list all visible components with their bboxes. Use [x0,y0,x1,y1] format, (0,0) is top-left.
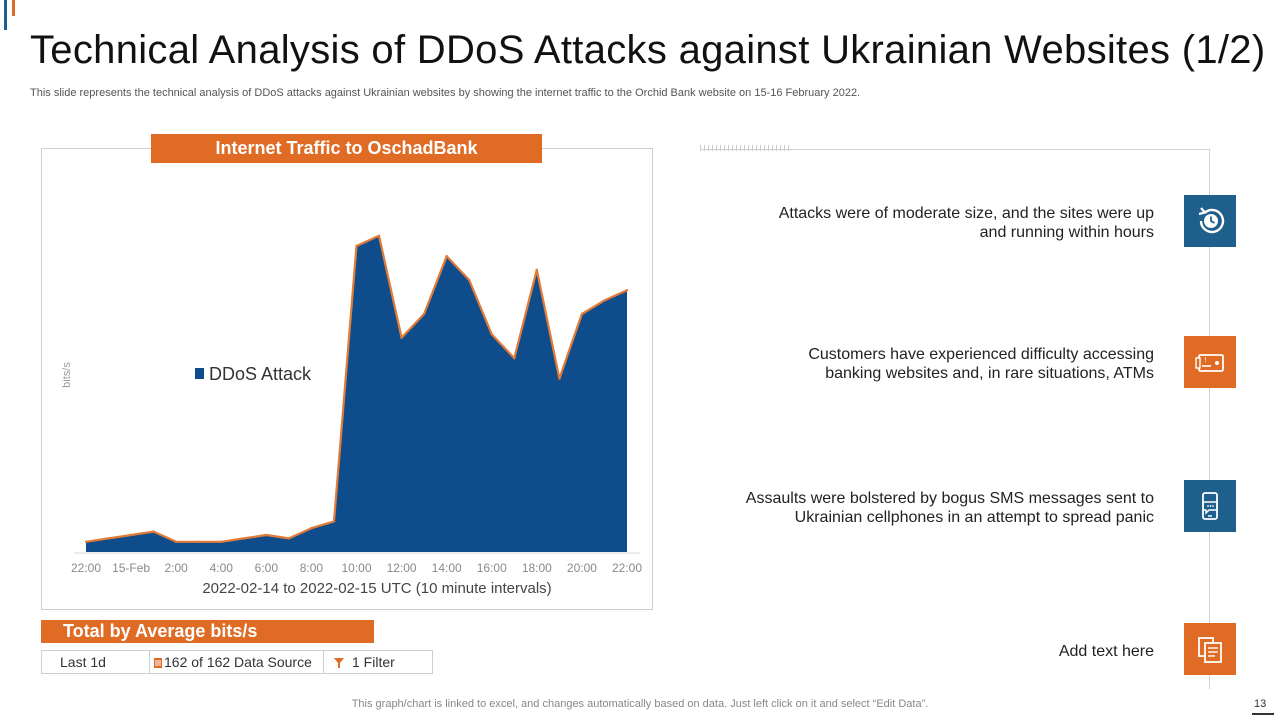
data-source-filter[interactable]: 162 of 162 Data Source [150,651,324,673]
point-3-text: Assaults were bolstered by bogus SMS mes… [745,490,1154,526]
x-tick-label: 4:00 [210,561,234,575]
page-number: 13 [1254,698,1267,710]
data-point [197,540,200,543]
series-area-ddos-attack [86,235,627,553]
corner-accent-blue [4,0,7,30]
x-tick-label: 18:00 [522,561,552,575]
x-tick-label: 6:00 [255,561,279,575]
data-point [265,533,268,537]
data-point [377,234,381,237]
data-point [152,530,155,533]
x-tick-label: 15-Feb [112,561,150,575]
data-point [107,537,110,540]
x-tick-label: 14:00 [432,561,462,575]
documents-icon [1184,623,1236,675]
data-point [175,540,178,543]
x-tick-label: 20:00 [567,561,597,575]
dotted-decoration [700,145,790,151]
data-point [400,336,403,339]
slide-subtitle: This slide represents the technical anal… [30,87,861,99]
x-tick-label: 22:00 [71,561,101,575]
data-point [220,540,223,543]
data-point [310,527,313,530]
data-point [558,377,561,380]
data-point [535,268,538,271]
filter-count-label: 1 Filter [352,654,395,670]
point-1-text: Attacks were of moderate size, and the s… [778,205,1154,241]
data-point [580,312,584,316]
total-by-average-label: Total by Average bits/s [41,620,374,643]
list-icon [154,658,162,669]
legend-swatch [195,368,204,379]
filter-count[interactable]: 1 Filter [324,651,432,673]
point-4-text[interactable]: Add text here [1058,643,1154,660]
clock-icon [1184,195,1236,247]
filter-row: Last 1d 162 of 162 Data Source 1 Filter [41,650,433,674]
data-point [129,533,133,537]
data-point [490,333,493,336]
data-point [422,312,426,316]
x-tick-label: 16:00 [477,561,507,575]
data-point [332,520,336,523]
card-icon: ! [1184,336,1236,388]
page-number-underline [1252,713,1274,715]
data-point [445,255,448,258]
corner-accent-orange [12,0,15,16]
chart-title: Internet Traffic to OschadBank [151,134,542,163]
data-point [355,244,358,248]
point-2-text: Customers have experienced difficulty ac… [808,346,1154,382]
x-tick-label: 8:00 [300,561,324,575]
data-point [513,357,516,360]
data-source-label: 162 of 162 Data Source [164,654,312,670]
time-range-filter[interactable]: Last 1d [42,651,150,673]
data-point [287,537,291,540]
y-axis-title: bits/s [61,362,73,388]
svg-text:!: ! [1204,356,1207,364]
x-tick-label: 2:00 [164,561,188,575]
data-point [242,537,245,540]
data-point [625,289,629,292]
data-point [84,540,88,543]
phone-message-icon [1184,480,1236,532]
footer-note: This graph/chart is linked to excel, and… [351,698,929,710]
x-tick-label: 22:00 [612,561,642,575]
time-range-label: Last 1d [60,654,106,670]
filter-icon [334,658,344,669]
slide-title: Technical Analysis of DDoS Attacks again… [30,28,1266,72]
x-tick-label: 12:00 [387,561,417,575]
x-axis-title: 2022-02-14 to 2022-02-15 UTC (10 minute … [202,580,551,597]
divider-horizontal [700,149,1210,150]
legend-label: DDoS Attack [209,364,312,384]
divider-vertical [1209,149,1210,689]
data-point [603,299,606,302]
x-tick-label: 10:00 [341,561,371,575]
data-point [468,278,471,282]
